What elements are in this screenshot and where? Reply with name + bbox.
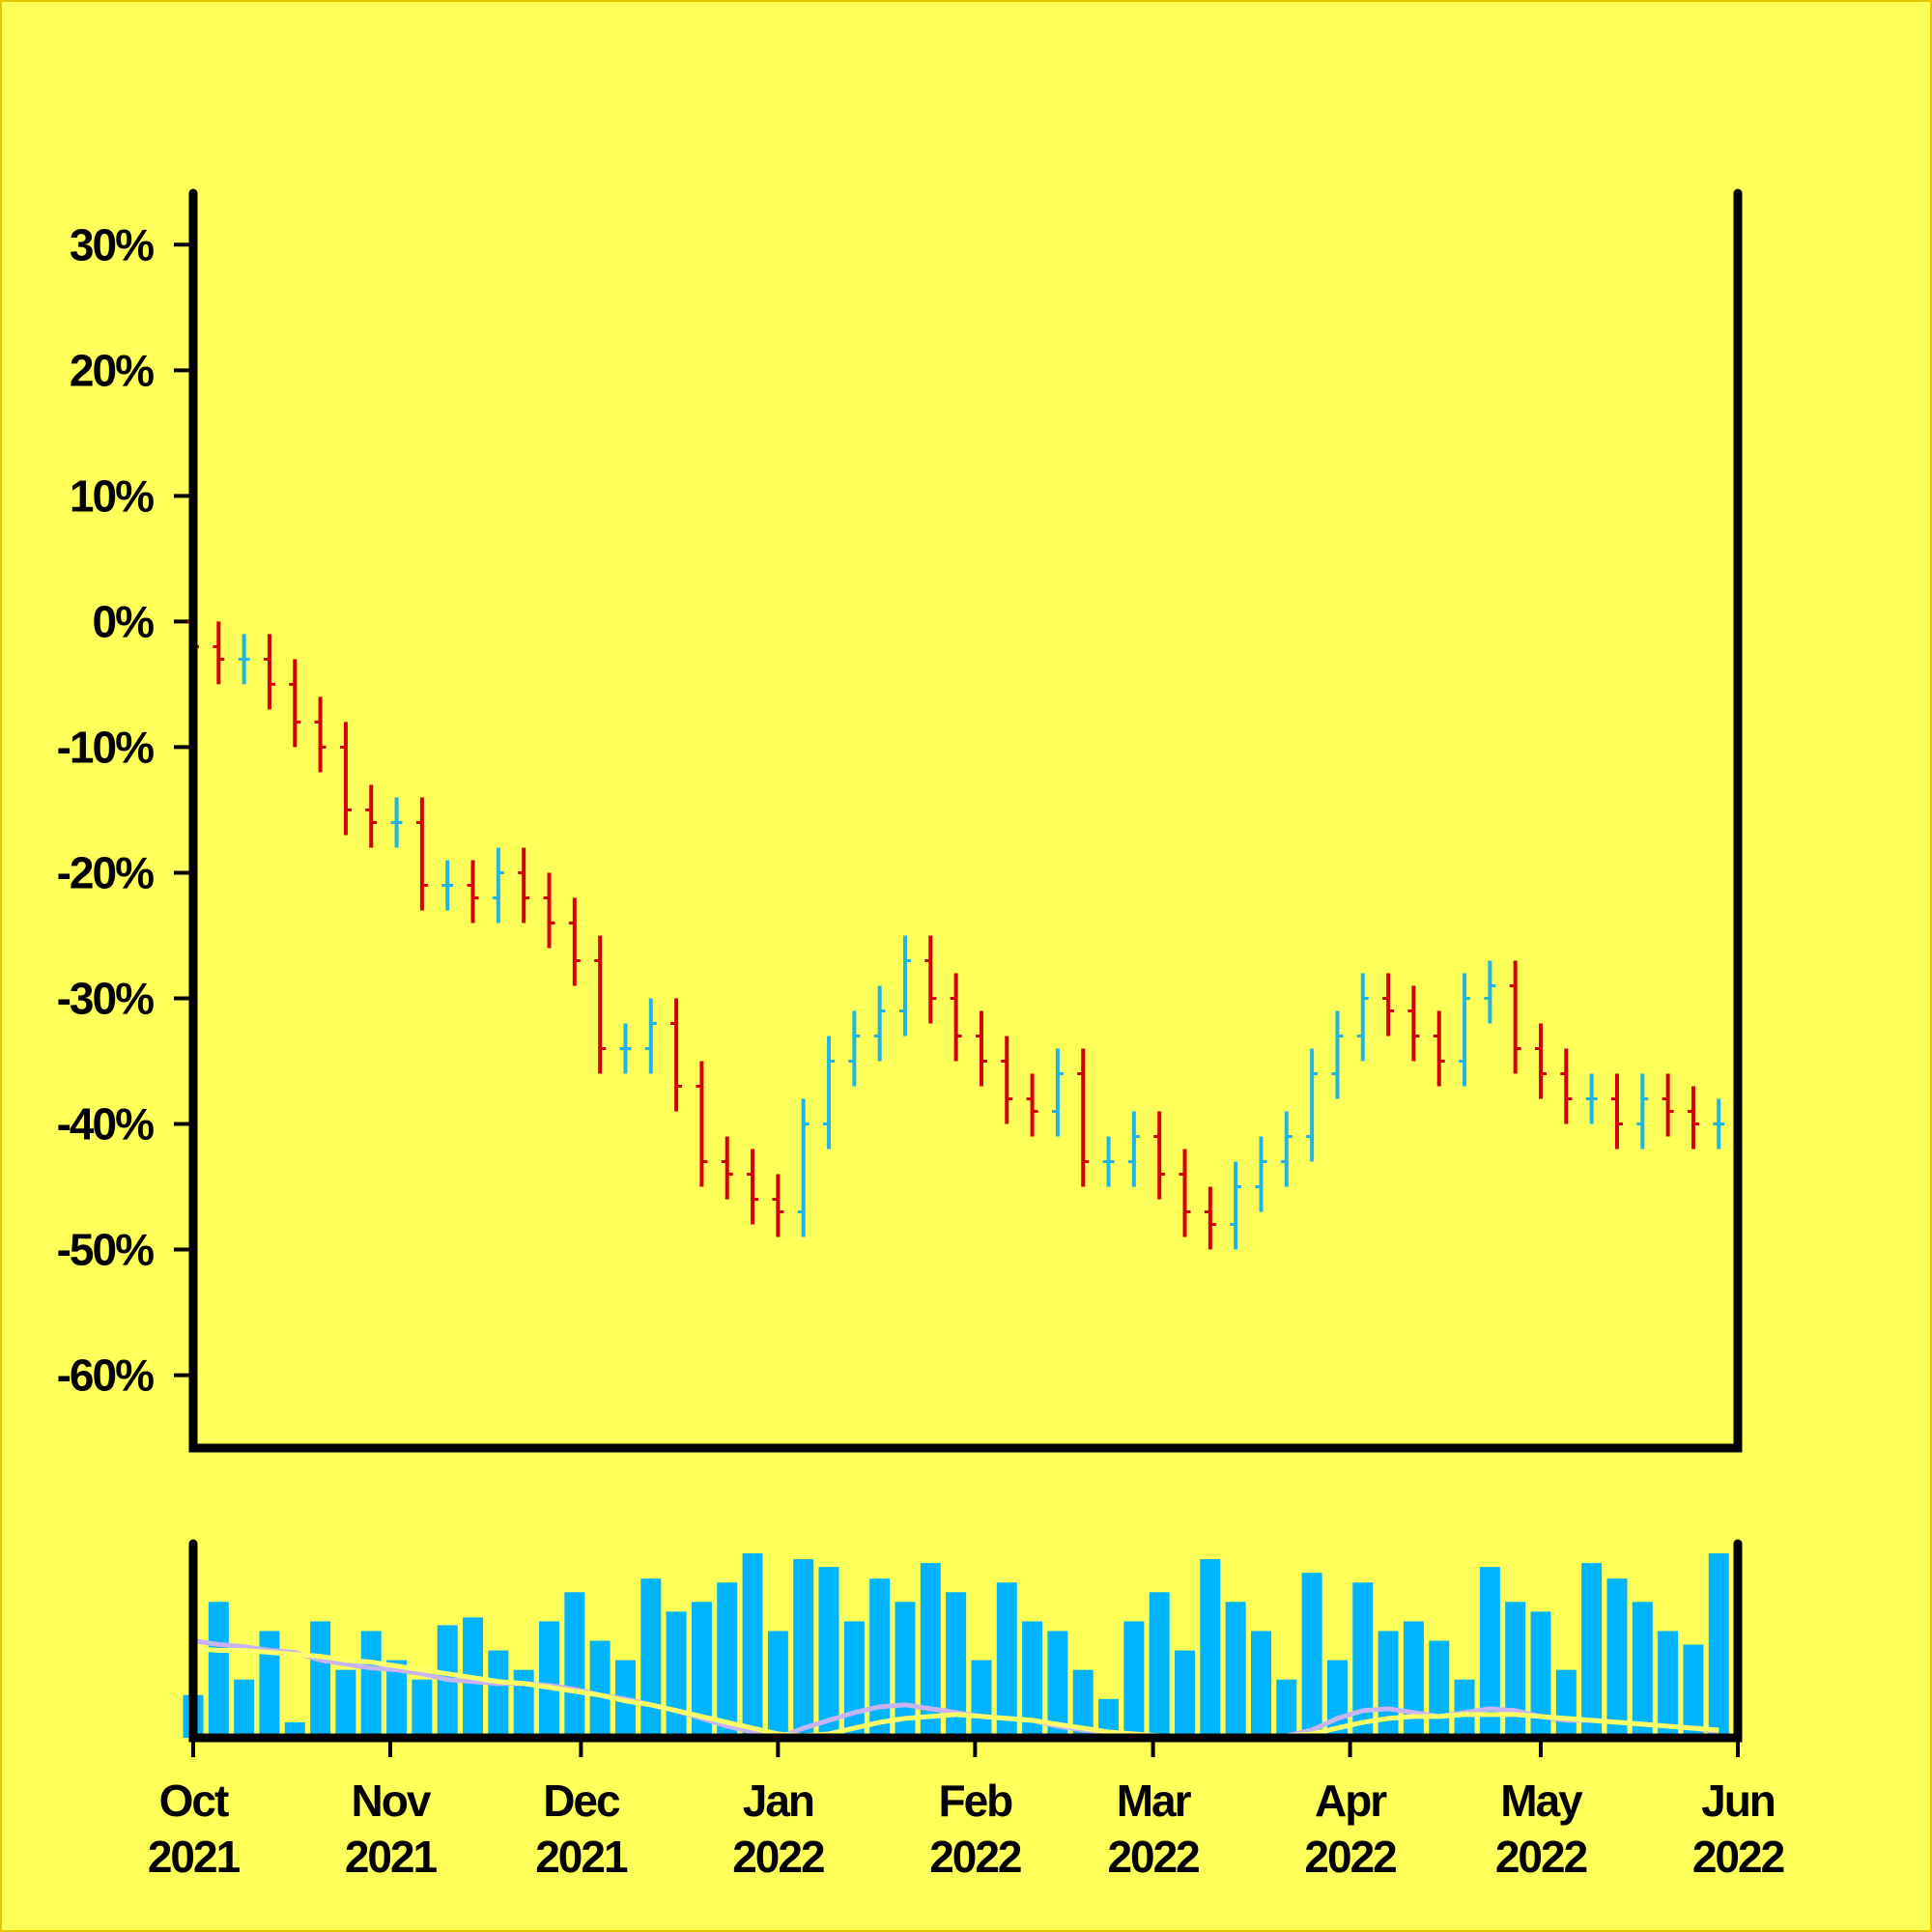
x-tick-label: Dec 2021 bbox=[535, 1776, 628, 1882]
volume-bar bbox=[971, 1660, 992, 1738]
y-tick-label: 30% bbox=[70, 219, 154, 270]
x-tick-label: Jun 2022 bbox=[1692, 1776, 1784, 1882]
y-tick-label: -10% bbox=[57, 722, 154, 772]
volume-bar bbox=[1632, 1602, 1653, 1738]
x-tick-label: Oct 2021 bbox=[148, 1776, 241, 1882]
y-tick-label: -60% bbox=[57, 1350, 154, 1401]
volume-bar bbox=[767, 1631, 788, 1738]
volume-bar bbox=[1658, 1631, 1679, 1738]
volume-bar bbox=[666, 1611, 687, 1738]
volume-bar bbox=[1149, 1592, 1170, 1738]
volume-bar bbox=[360, 1631, 382, 1738]
volume-bar bbox=[1047, 1631, 1068, 1738]
volume-bar bbox=[691, 1602, 712, 1738]
volume-bar bbox=[589, 1640, 611, 1738]
axis-frame bbox=[188, 1539, 1743, 1743]
y-tick-label: 20% bbox=[70, 345, 154, 395]
volume-bar bbox=[1200, 1559, 1221, 1738]
x-tick-label: Nov 2021 bbox=[345, 1776, 438, 1882]
volume-bar bbox=[742, 1553, 763, 1738]
y-tick-label: 0% bbox=[93, 596, 155, 646]
y-tick-label: 10% bbox=[70, 470, 154, 521]
volume-bar bbox=[996, 1582, 1017, 1738]
volume-bar bbox=[1276, 1679, 1297, 1738]
volume-bar bbox=[1683, 1644, 1704, 1738]
volume-bar bbox=[818, 1567, 839, 1738]
volume-bar bbox=[1123, 1621, 1145, 1738]
volume-bar bbox=[259, 1631, 280, 1738]
x-tick-label: Mar 2022 bbox=[1107, 1776, 1199, 1882]
x-tick-label: Feb 2022 bbox=[929, 1776, 1021, 1882]
volume-bar bbox=[1581, 1563, 1603, 1738]
volume-bar bbox=[513, 1669, 534, 1738]
volume-bar bbox=[1022, 1621, 1043, 1738]
volume-bar bbox=[946, 1592, 967, 1738]
y-tick-label: -40% bbox=[57, 1099, 154, 1150]
volume-bar bbox=[1555, 1669, 1577, 1738]
volume-bar bbox=[1225, 1602, 1246, 1738]
volume-bar bbox=[539, 1621, 559, 1738]
volume-bar bbox=[1403, 1621, 1424, 1738]
volume-bar bbox=[386, 1660, 408, 1738]
volume-bar bbox=[1072, 1669, 1094, 1738]
volume-bar bbox=[1429, 1640, 1450, 1738]
volume-bar bbox=[1352, 1582, 1374, 1738]
volume-bar bbox=[717, 1582, 738, 1738]
volume-bar bbox=[564, 1592, 585, 1738]
volume-bar bbox=[412, 1679, 433, 1738]
volume-bar bbox=[640, 1578, 662, 1738]
axis-frame bbox=[188, 188, 1743, 1453]
volume-bar bbox=[793, 1559, 814, 1738]
volume-bar bbox=[1250, 1631, 1271, 1738]
volume-bar bbox=[310, 1621, 331, 1738]
volume-bar bbox=[1606, 1578, 1628, 1738]
volume-bar bbox=[234, 1679, 255, 1738]
volume-bar bbox=[1301, 1573, 1322, 1738]
volume-bar bbox=[335, 1669, 356, 1738]
volume-bar bbox=[1530, 1611, 1551, 1738]
volume-bar bbox=[869, 1578, 891, 1738]
volume-bar bbox=[488, 1650, 509, 1738]
volume-bar bbox=[843, 1621, 865, 1738]
volume-bar bbox=[1175, 1650, 1196, 1738]
y-tick-label: -50% bbox=[57, 1225, 154, 1275]
volume-bar bbox=[920, 1563, 941, 1738]
volume-bar bbox=[208, 1602, 229, 1738]
volume-average bbox=[192, 1646, 1719, 1741]
volume-bar bbox=[1505, 1602, 1526, 1738]
x-tick-label: Jan 2022 bbox=[732, 1776, 824, 1882]
y-tick-label: -20% bbox=[57, 847, 154, 897]
x-tick-label: Apr 2022 bbox=[1304, 1776, 1396, 1882]
volume-bar bbox=[1098, 1698, 1120, 1738]
volume-bar bbox=[1454, 1679, 1475, 1738]
volume-bar bbox=[1708, 1553, 1729, 1738]
volume-bar bbox=[1479, 1567, 1500, 1738]
y-tick-label: -30% bbox=[57, 973, 154, 1023]
x-tick-label: May 2022 bbox=[1495, 1776, 1587, 1882]
